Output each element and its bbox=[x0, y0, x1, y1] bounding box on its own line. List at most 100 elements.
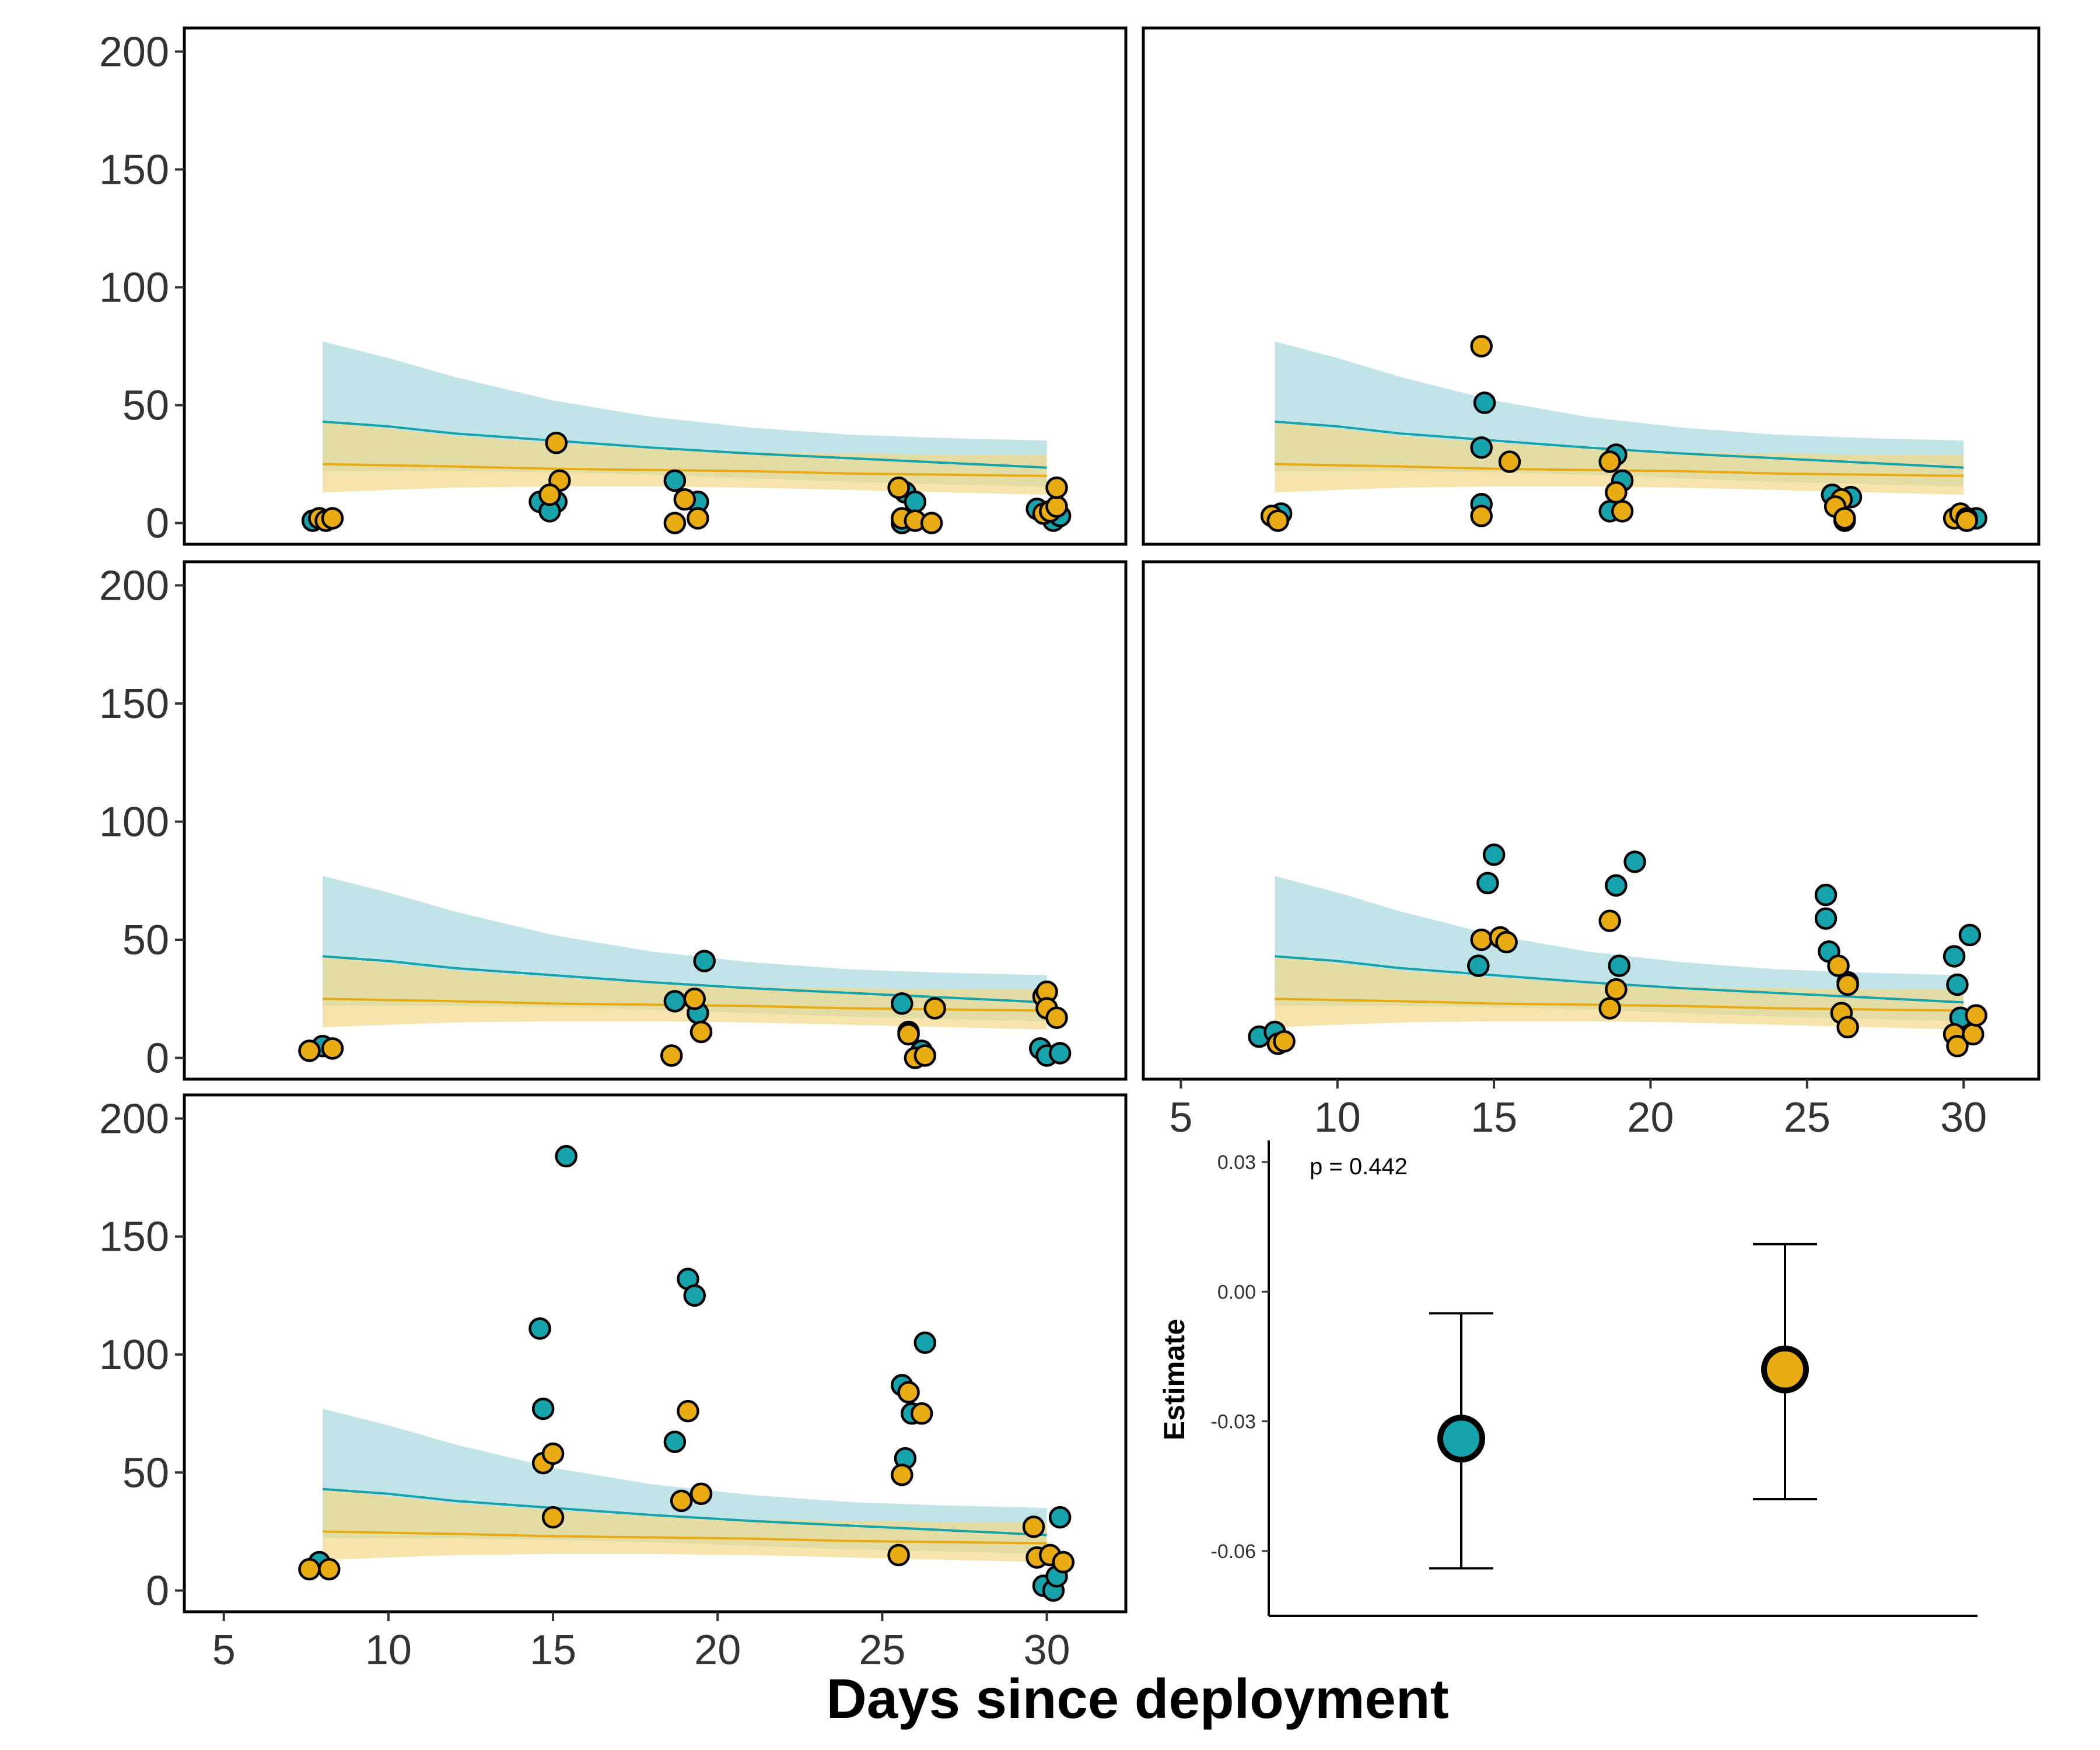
x-tick-label: 25 bbox=[1784, 1094, 1831, 1141]
y-tick-label: 0 bbox=[146, 1568, 169, 1615]
gold-data-point bbox=[920, 512, 943, 534]
gold-data-point bbox=[1605, 978, 1628, 1001]
teal-data-point bbox=[1946, 973, 1969, 996]
plot-area bbox=[1260, 335, 1987, 532]
gold-data-point bbox=[1598, 997, 1621, 1020]
gold-data-point bbox=[1495, 930, 1518, 954]
gold-data-point bbox=[1273, 1030, 1296, 1053]
teal-data-point bbox=[1048, 1042, 1072, 1065]
gold-data-point bbox=[914, 1044, 937, 1067]
panel-border bbox=[183, 1093, 1128, 1614]
gold-fit-line bbox=[322, 1530, 1047, 1545]
gold-data-point bbox=[690, 1482, 713, 1505]
teal-data-point bbox=[1814, 883, 1838, 907]
plot-area bbox=[298, 1144, 1075, 1602]
gold-confidence-band bbox=[323, 956, 1047, 1030]
gold-confidence-band bbox=[323, 421, 1047, 495]
y-tick-label: 50 bbox=[123, 1450, 169, 1496]
teal-fit-line bbox=[322, 1488, 1047, 1536]
teal-fit-line bbox=[1275, 955, 1964, 1004]
x-tick-label: 5 bbox=[212, 1627, 236, 1674]
plot-area bbox=[301, 341, 1072, 534]
gold-data-point bbox=[1598, 450, 1621, 473]
panel-top-left: 0 50 100 150 200 bbox=[99, 26, 1128, 547]
x-tick-label: 15 bbox=[1471, 1094, 1517, 1141]
panel-bottom-left: 0 50 100 150 200 5 10 15 20 25 30 bbox=[99, 1093, 1128, 1674]
gold-data-point bbox=[1470, 335, 1493, 358]
x-tick-label: 30 bbox=[1940, 1094, 1987, 1141]
gold-data-point bbox=[677, 1399, 699, 1423]
gold-data-point bbox=[897, 1023, 920, 1046]
x-tick-label: 25 bbox=[859, 1627, 905, 1674]
gold-data-point bbox=[1266, 509, 1290, 532]
teal-data-point bbox=[1476, 872, 1499, 895]
panel-border bbox=[183, 560, 1128, 1081]
teal-estimate-point bbox=[1437, 1415, 1485, 1463]
gold-data-point bbox=[321, 507, 344, 530]
y-tick-label: 100 bbox=[99, 265, 169, 312]
gold-data-point bbox=[1052, 1550, 1075, 1574]
y-tick-label: 150 bbox=[99, 1214, 169, 1261]
estimate-y-tick-label: -0.06 bbox=[1211, 1541, 1256, 1563]
gold-data-point bbox=[663, 512, 687, 534]
teal-data-point bbox=[1048, 1506, 1072, 1529]
panel-middle-right: 5 10 15 20 25 30 bbox=[1142, 560, 2041, 1141]
y-tick-label: 50 bbox=[123, 383, 169, 429]
gold-data-point bbox=[1965, 1004, 1987, 1027]
panel-border bbox=[1142, 26, 2041, 546]
plot-area bbox=[1248, 843, 1987, 1058]
teal-data-point bbox=[1958, 923, 1982, 947]
plot-area bbox=[298, 876, 1072, 1069]
y-tick-label: 100 bbox=[99, 1332, 169, 1378]
estimate-y-tick-label: 0.03 bbox=[1217, 1152, 1256, 1174]
gold-data-point bbox=[318, 1558, 341, 1581]
x-tick-label: 10 bbox=[1314, 1094, 1361, 1141]
x-tick-label: 5 bbox=[1169, 1094, 1192, 1141]
gold-data-point bbox=[1470, 505, 1493, 527]
teal-data-point bbox=[891, 992, 914, 1015]
gold-data-point bbox=[887, 476, 910, 499]
estimate-y-tick-label: -0.03 bbox=[1211, 1411, 1256, 1433]
teal-data-point bbox=[531, 1397, 555, 1420]
gold-data-point bbox=[897, 1381, 920, 1404]
x-tick-label: 15 bbox=[530, 1627, 576, 1674]
gold-data-point bbox=[1605, 481, 1628, 504]
gold-data-point bbox=[1045, 1006, 1068, 1029]
gold-data-point bbox=[660, 1044, 683, 1067]
gold-data-point bbox=[1598, 909, 1621, 932]
teal-data-point bbox=[1473, 391, 1496, 414]
teal-data-point bbox=[663, 469, 687, 492]
gold-confidence-band bbox=[323, 1489, 1047, 1563]
panel-middle-left: 0 50 100 150 200 bbox=[99, 560, 1128, 1082]
teal-data-point bbox=[1470, 436, 1493, 459]
estimate-y-tick-label: 0.00 bbox=[1217, 1281, 1256, 1303]
gold-data-point bbox=[1045, 476, 1068, 499]
teal-data-point bbox=[1608, 954, 1631, 977]
gold-estimate-point bbox=[1761, 1345, 1809, 1394]
y-tick-label: 0 bbox=[146, 1035, 169, 1082]
gold-data-point bbox=[545, 431, 568, 454]
panel-border bbox=[183, 26, 1128, 546]
gold-data-point bbox=[690, 1020, 713, 1044]
teal-data-point bbox=[914, 1331, 937, 1354]
gold-data-point bbox=[538, 483, 561, 506]
gold-data-point bbox=[321, 1037, 344, 1060]
gold-data-point bbox=[1955, 509, 1978, 532]
gold-data-point bbox=[1045, 495, 1068, 518]
panel-estimate: 0.03 0.00 -0.03 -0.06 Estimate p = 0.442 bbox=[1158, 1140, 1978, 1617]
gold-data-point bbox=[1946, 1035, 1969, 1058]
gold-data-point bbox=[687, 507, 709, 530]
p-value-annotation: p = 0.442 bbox=[1310, 1154, 1408, 1180]
y-tick-label: 150 bbox=[99, 146, 169, 193]
gold-fit-line bbox=[322, 463, 1047, 477]
gold-data-point bbox=[1827, 954, 1850, 977]
teal-data-point bbox=[1814, 907, 1838, 930]
gold-data-point bbox=[541, 1442, 565, 1465]
teal-data-point bbox=[663, 1430, 687, 1453]
gold-data-point bbox=[891, 1464, 914, 1486]
gold-data-point bbox=[298, 1558, 321, 1581]
y-tick-label: 150 bbox=[99, 681, 169, 727]
gold-data-point bbox=[1962, 1023, 1985, 1046]
teal-data-point bbox=[528, 1317, 551, 1340]
